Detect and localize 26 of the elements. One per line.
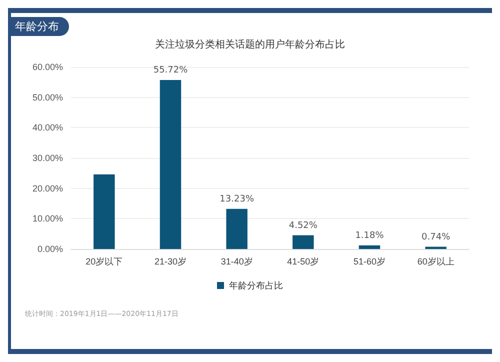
- x-tick-label: 20岁以下: [86, 256, 123, 266]
- x-tick-label: 51-60岁: [353, 256, 386, 266]
- y-tick-label: 20.00%: [32, 183, 63, 194]
- data-label: 0.74%: [422, 232, 451, 242]
- bar: [358, 245, 380, 249]
- y-tick-label: 40.00%: [32, 122, 63, 133]
- data-label: 4.52%: [288, 220, 318, 231]
- legend-label: 年龄分布占比: [229, 280, 283, 290]
- chart-title: 年龄分布: [11, 17, 69, 36]
- y-tick-label: 0.00%: [37, 244, 63, 254]
- chart-subtitle: 关注垃圾分类相关话题的用户年龄分布占比: [155, 38, 345, 50]
- bar: [160, 80, 182, 249]
- data-label: 13.23%: [220, 194, 254, 204]
- bar: [94, 174, 115, 249]
- y-tick-label: 50.00%: [32, 92, 63, 102]
- bar: [226, 208, 248, 249]
- x-tick-label: 31-40岁: [220, 256, 253, 266]
- x-tick-label: 60岁以上: [417, 256, 454, 266]
- bar: [292, 235, 314, 249]
- data-label: 1.18%: [355, 230, 384, 241]
- x-tick-label: 21-30岁: [154, 256, 187, 266]
- y-tick-label: 10.00%: [32, 214, 63, 224]
- data-label: 55.72%: [153, 65, 188, 76]
- x-tick-label: 41-50岁: [287, 256, 320, 266]
- y-tick-label: 60.00%: [32, 62, 63, 72]
- y-tick-label: 30.00%: [32, 153, 63, 163]
